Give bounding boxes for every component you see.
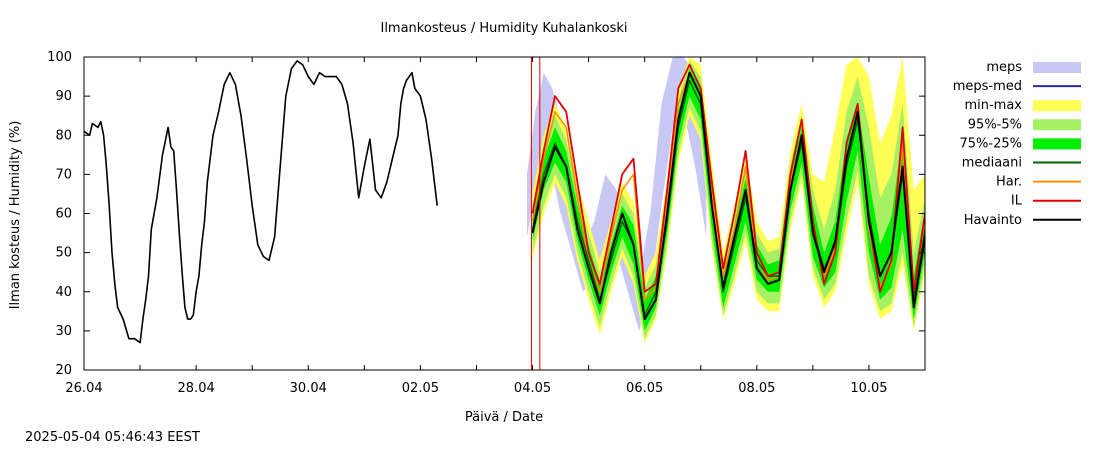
x-tick-label: 28.04 — [178, 381, 215, 396]
y-tick-label: 60 — [55, 207, 72, 222]
series-havainto-observed-line — [84, 60, 438, 344]
legend-label: 95%-5% — [968, 117, 1022, 132]
y-tick-label: 80 — [55, 128, 72, 143]
x-tick-label: 06.05 — [626, 381, 663, 396]
chart-title: Ilmankosteus / Humidity Kuhalankoski — [380, 21, 627, 36]
legend-label: Har. — [996, 175, 1022, 190]
series-meps-band — [526, 57, 707, 331]
legend-swatch — [1033, 100, 1081, 112]
axes: 20 30 40 50 60 70 80 90 100 26.04 28.04 30.04 02.05 0… — [47, 50, 926, 396]
y-tick-label: 40 — [55, 285, 72, 300]
x-tick-label: 04.05 — [514, 381, 551, 396]
legend-label: Havainto — [964, 213, 1022, 228]
x-tick-label: 30.04 — [290, 381, 327, 396]
y-axis-label: Ilman kosteus / Humidity (%) — [8, 121, 23, 310]
legend-label: 75%-25% — [960, 136, 1022, 151]
y-tick-label: 100 — [47, 50, 72, 65]
x-tick-label: 26.04 — [65, 381, 102, 396]
legend-label: meps — [986, 60, 1022, 75]
legend: meps meps-med min-max 95%-5% 75%-25% mediaani… — [953, 60, 1081, 228]
x-tick-label: 10.05 — [850, 381, 887, 396]
legend-label: IL — [1011, 194, 1023, 209]
x-tick-label: 02.05 — [402, 381, 439, 396]
legend-swatch — [1033, 138, 1081, 150]
y-tick-label: 70 — [55, 167, 72, 182]
legend-swatch — [1033, 119, 1081, 131]
x-axis-label: Päivä / Date — [465, 410, 543, 425]
timestamp-footer: 2025-05-04 05:46:43 EEST — [25, 430, 200, 445]
y-tick-label: 50 — [55, 246, 72, 261]
y-tick-label: 20 — [55, 363, 72, 378]
legend-label: meps-med — [953, 79, 1022, 94]
plot-area — [84, 57, 925, 370]
y-tick-label: 30 — [55, 324, 72, 339]
y-tick-label: 90 — [55, 89, 72, 104]
legend-label: mediaani — [962, 156, 1022, 171]
x-tick-label: 08.05 — [738, 381, 775, 396]
legend-swatch — [1033, 62, 1081, 73]
series-havainto-forecast-line — [531, 71, 925, 321]
legend-label: min-max — [964, 98, 1022, 113]
